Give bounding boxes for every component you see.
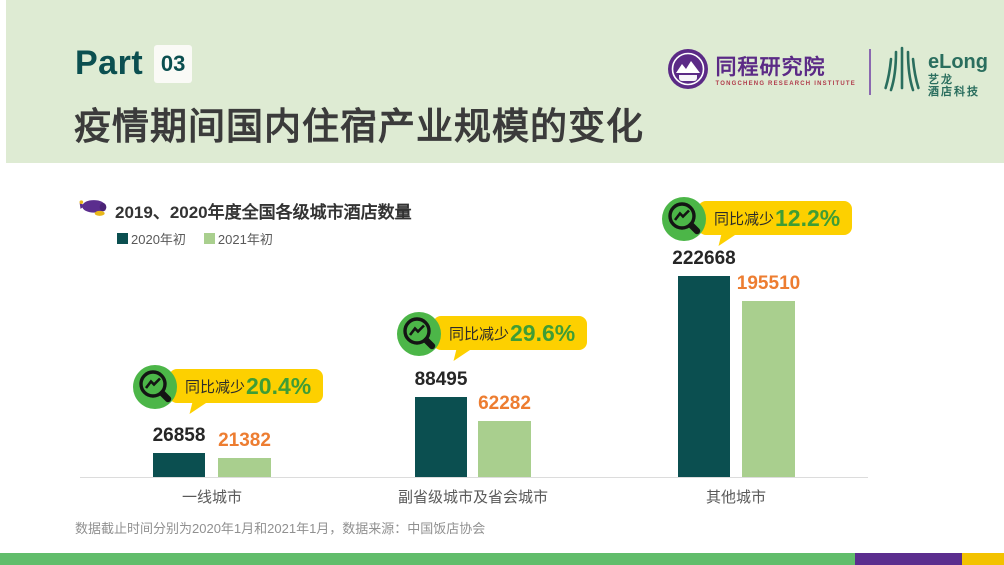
bar-value-label: 88495 <box>414 369 468 390</box>
bar-2020年初-副省级城市及省会城市 <box>415 397 467 477</box>
legend-item-2020年初: 2020年初 <box>117 229 186 248</box>
category-label-其他城市: 其他城市 <box>705 489 766 506</box>
legend-label: 2021年初 <box>217 232 273 247</box>
logo-separator <box>869 48 871 95</box>
legend-swatch <box>117 233 128 244</box>
x-axis-line <box>80 477 868 478</box>
elong-willow-icon <box>884 42 920 101</box>
header-band: Part 03 疫情期间国内住宿产业规模的变化 同程研究院 TONGCHENG … <box>6 0 1004 163</box>
callout-tail <box>189 402 208 414</box>
data-source-note: 数据截止时间分别为2020年1月和2021年1月，数据来源：中国饭店协会 <box>75 521 486 536</box>
bar-value-label: 26858 <box>152 425 206 446</box>
callout-prefix: 同比减少 <box>714 210 775 228</box>
callout-prefix: 同比减少 <box>185 378 246 396</box>
chart-legend: 2020年初 2021年初 <box>117 229 273 248</box>
bar-2020年初-一线城市 <box>153 453 205 477</box>
bar-value-label: 21382 <box>218 430 271 451</box>
legend-label: 2020年初 <box>131 232 186 247</box>
callout-percent: 20.4% <box>246 372 312 399</box>
elong-logo: eLong 艺龙 酒店科技 <box>884 42 988 101</box>
legend-item-2021年初: 2021年初 <box>203 229 273 248</box>
category-label-副省级城市及省会城市: 副省级城市及省会城市 <box>397 489 548 506</box>
logo-group: 同程研究院 TONGCHENG RESEARCH INSTITUTE <box>667 42 988 101</box>
callout-bubble: 同比减少 12.2% <box>698 201 853 246</box>
magnifier-trend-icon <box>133 365 177 409</box>
blimp-icon <box>78 197 108 224</box>
bar-2021年初-其他城市 <box>742 301 795 477</box>
elong-sub1: 艺龙 <box>928 73 954 86</box>
category-label-一线城市: 一线城市 <box>181 489 242 506</box>
bottom-stripe-yellow <box>962 553 1004 565</box>
callout-percent: 12.2% <box>775 204 841 231</box>
magnifier-trend-icon <box>662 197 706 241</box>
elong-sub2: 酒店科技 <box>928 86 980 99</box>
legend-swatch <box>203 233 215 244</box>
bar-2021年初-副省级城市及省会城市 <box>478 421 531 477</box>
page-title: 疫情期间国内住宿产业规模的变化 <box>74 106 644 147</box>
magnifier-trend-icon <box>397 312 441 356</box>
tongcheng-name: 同程研究院 <box>715 55 826 79</box>
bottom-stripe-purple <box>855 553 962 565</box>
bar-value-label: 62282 <box>478 393 531 414</box>
tongcheng-logo-icon <box>667 48 709 95</box>
tongcheng-subtitle: TONGCHENG RESEARCH INSTITUTE <box>715 81 856 88</box>
callout-bubble: 同比减少 20.4% <box>169 369 324 414</box>
part-number-badge: 03 <box>154 44 193 83</box>
callout-tail <box>718 234 737 246</box>
tongcheng-text-block: 同程研究院 TONGCHENG RESEARCH INSTITUTE <box>716 56 857 87</box>
chart-title-row: 2019、2020年度全国各级城市酒店数量 <box>78 197 412 224</box>
bar-2021年初-一线城市 <box>218 458 271 477</box>
bar-value-label: 195510 <box>736 273 801 294</box>
callout-tail <box>453 349 472 361</box>
callout-percent: 29.6% <box>510 319 576 346</box>
bottom-stripe-green <box>0 553 855 565</box>
bottom-stripe-bar <box>0 553 1004 565</box>
part-label: Part <box>75 44 144 82</box>
chart-title: 2019、2020年度全国各级城市酒店数量 <box>115 203 412 222</box>
elong-text-block: eLong 艺龙 酒店科技 <box>928 51 988 101</box>
callout-prefix: 同比减少 <box>449 325 510 343</box>
bar-value-label: 222668 <box>672 248 736 269</box>
part-row: Part 03 <box>75 44 193 83</box>
callout-bubble: 同比减少 29.6% <box>433 316 588 361</box>
tongcheng-logo: 同程研究院 TONGCHENG RESEARCH INSTITUTE <box>667 48 857 95</box>
elong-name: eLong <box>928 50 988 73</box>
bar-2020年初-其他城市 <box>678 276 730 477</box>
